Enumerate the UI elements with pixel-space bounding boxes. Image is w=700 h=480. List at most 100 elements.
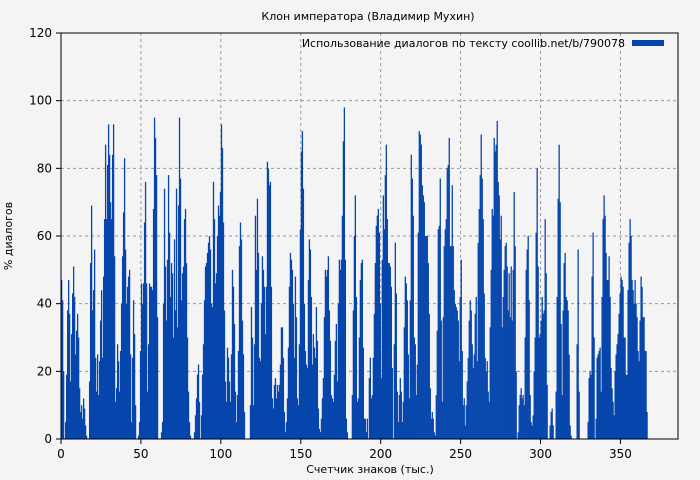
bar xyxy=(436,330,438,439)
bar xyxy=(198,401,201,439)
bar xyxy=(493,137,495,439)
bar xyxy=(490,269,492,439)
bar xyxy=(226,347,229,439)
bar xyxy=(193,432,196,439)
bar xyxy=(167,175,170,439)
bar xyxy=(173,239,176,439)
bar xyxy=(104,144,107,439)
bar xyxy=(599,347,601,439)
bar xyxy=(200,415,203,439)
bar xyxy=(140,283,143,439)
bar xyxy=(120,303,123,439)
bar xyxy=(538,337,540,439)
bar xyxy=(168,232,171,439)
bar xyxy=(118,391,121,439)
bar xyxy=(545,273,547,439)
bar xyxy=(100,290,103,439)
bar xyxy=(558,144,560,439)
bar xyxy=(196,374,199,439)
bar xyxy=(320,418,323,439)
bar xyxy=(532,415,534,439)
bar xyxy=(552,425,554,439)
bar xyxy=(149,286,152,439)
bar xyxy=(363,418,366,439)
bar xyxy=(541,296,543,439)
bar xyxy=(133,334,136,439)
bar xyxy=(180,300,183,439)
bar xyxy=(65,374,68,439)
bar xyxy=(147,344,150,439)
bar xyxy=(433,432,435,439)
bar xyxy=(326,269,329,439)
bar xyxy=(260,303,263,439)
bar xyxy=(81,418,84,439)
bar xyxy=(279,364,282,439)
bar xyxy=(501,327,503,439)
bar xyxy=(91,310,94,439)
bar xyxy=(228,381,231,439)
bar xyxy=(205,263,208,439)
bar xyxy=(384,175,386,439)
bar xyxy=(318,428,321,439)
x-tick-label: 200 xyxy=(369,447,392,461)
bar xyxy=(114,401,117,439)
bar xyxy=(188,422,191,439)
bar xyxy=(134,405,137,439)
bar xyxy=(252,405,255,439)
bar xyxy=(503,269,505,439)
bar xyxy=(624,337,626,439)
bar xyxy=(361,259,364,439)
bar xyxy=(116,344,119,439)
bar xyxy=(448,137,450,439)
bar xyxy=(332,401,335,439)
bar xyxy=(398,395,400,439)
bar xyxy=(480,134,482,439)
legend: Использование диалогов по тексту coollib… xyxy=(302,37,664,50)
bar xyxy=(327,256,330,439)
bar xyxy=(93,249,96,439)
bar xyxy=(394,242,396,439)
bar xyxy=(395,293,397,439)
bar xyxy=(95,391,98,439)
bar xyxy=(423,202,425,439)
bar xyxy=(489,327,491,439)
bar xyxy=(148,283,151,439)
bar xyxy=(438,225,440,439)
bar xyxy=(185,263,188,439)
bar xyxy=(195,398,198,439)
bar xyxy=(62,371,65,439)
bar xyxy=(504,246,506,439)
bar xyxy=(291,269,294,439)
x-tick-label: 100 xyxy=(209,447,232,461)
y-tick-label: 100 xyxy=(29,94,52,108)
bar xyxy=(524,337,526,439)
bar xyxy=(372,357,374,439)
bar xyxy=(451,185,453,439)
bar xyxy=(429,388,431,439)
bar xyxy=(352,310,355,439)
bar xyxy=(468,320,470,439)
bar xyxy=(174,310,177,439)
bar xyxy=(296,398,299,439)
bar xyxy=(307,279,310,439)
bar xyxy=(99,320,102,439)
bar xyxy=(295,317,298,439)
bar xyxy=(463,398,465,439)
bar xyxy=(508,273,510,439)
bar xyxy=(430,418,432,439)
bar xyxy=(578,391,580,439)
bar xyxy=(509,317,511,439)
bar xyxy=(505,242,507,439)
bar xyxy=(497,181,499,439)
bar xyxy=(187,391,190,439)
bar xyxy=(175,188,178,439)
bar xyxy=(125,303,128,439)
bar xyxy=(70,334,73,439)
bar xyxy=(620,276,622,439)
bar xyxy=(210,303,213,439)
bar xyxy=(454,303,456,439)
bar xyxy=(172,337,175,439)
bar xyxy=(597,354,599,439)
bar xyxy=(477,242,479,439)
bar xyxy=(269,181,272,439)
